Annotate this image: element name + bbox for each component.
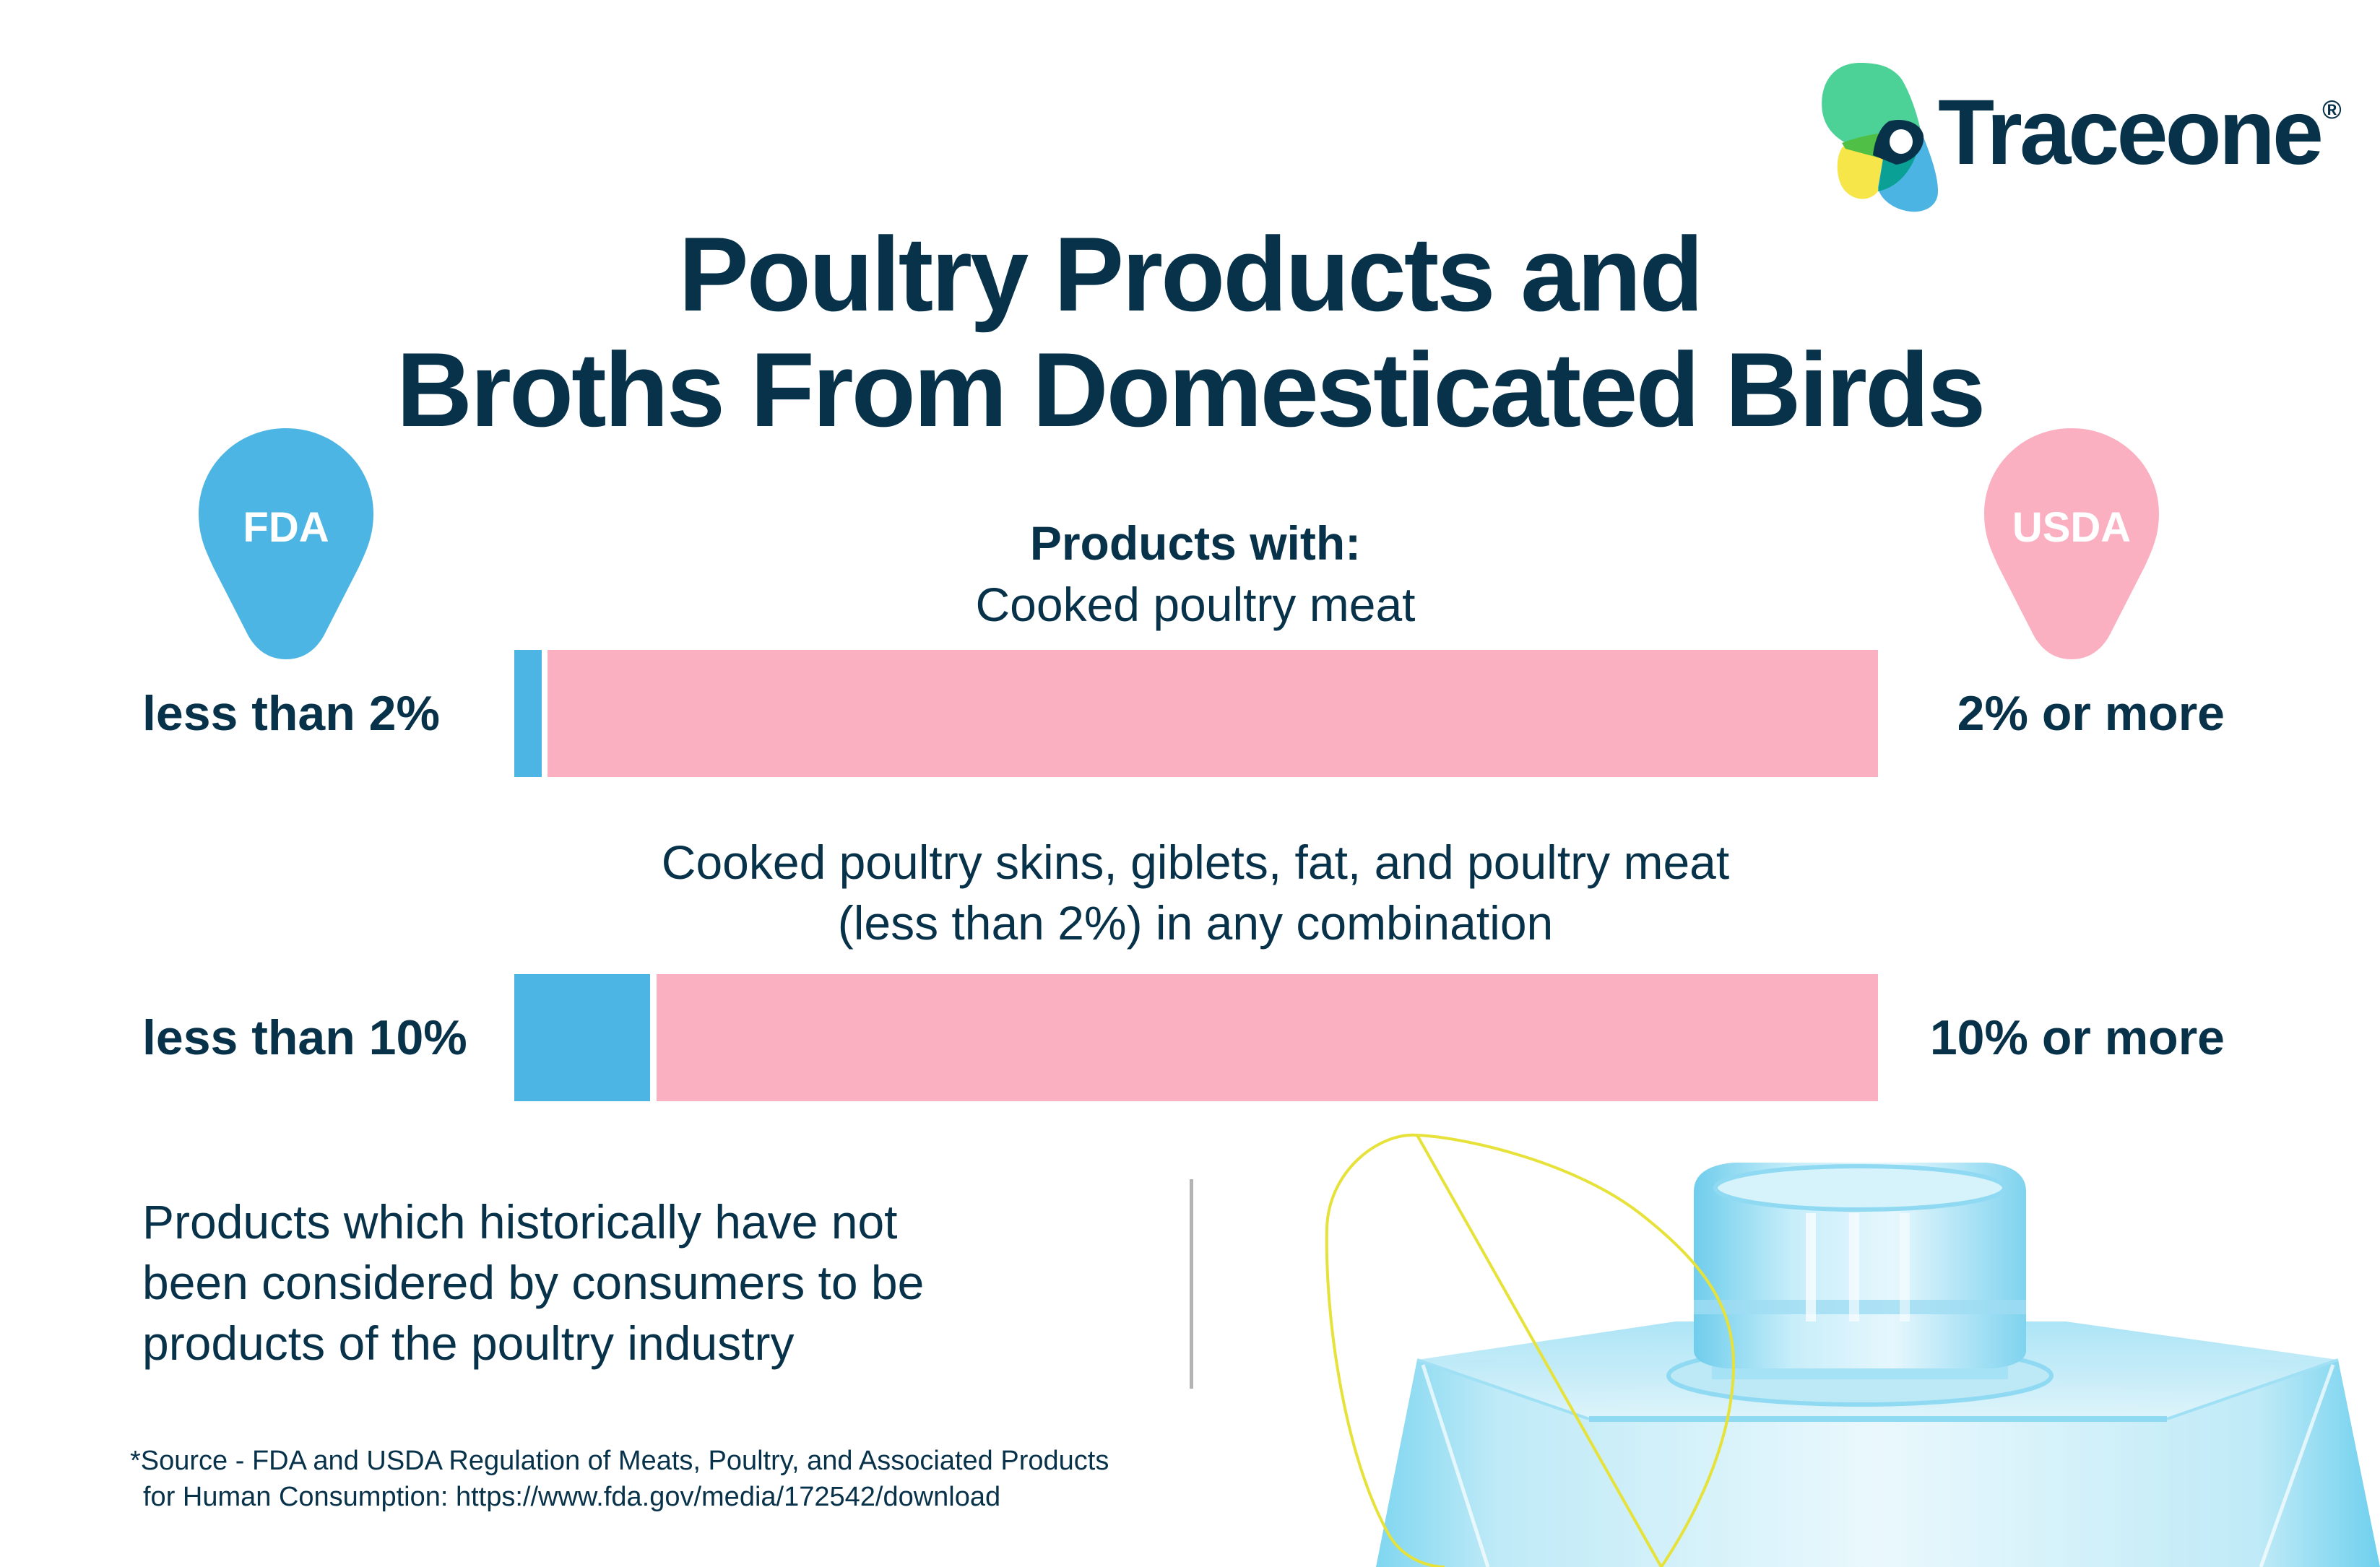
section-2-fda-segment [514,974,650,1101]
traceone-logo-mark-icon [1822,63,1938,212]
registered-mark: ® [2322,95,2342,124]
section-2-heading: Cooked poultry skins, giblets, fat, and … [473,832,1918,953]
section-1-usda-segment [548,650,1878,777]
source-line-1: *Source - FDA and USDA Regulation of Mea… [130,1446,1109,1476]
section-1-fda-segment [514,650,542,777]
source-line-2[interactable]: for Human Consumption: https://www.fda.g… [143,1482,1001,1512]
note-line-1: Products which historically have not [142,1195,898,1249]
title-line-2: Broths From Domesticated Birds [396,331,1986,448]
source-citation: *Source - FDA and USDA Regulation of Mea… [130,1443,1286,1515]
usda-label: USDA [2012,504,2132,551]
section-2-heading-line-2: (less than 2%) in any combination [837,896,1554,950]
section-1-stacked-bar [514,650,1878,777]
traceone-logo: Traceone® [1817,58,2342,217]
section-2-heading-line-1: Cooked poultry skins, giblets, fat, and … [661,835,1730,889]
note-line-2: been considered by consumers to be [142,1256,925,1309]
fda-label: FDA [243,504,329,551]
page-title: Poultry Products and Broths From Domesti… [0,217,2380,448]
section-2-usda-segment [657,974,1878,1101]
section-1-usda-threshold: 2% or more [1957,686,2225,741]
footnote-description: Products which historically have not bee… [142,1191,1081,1373]
map-pin-icon [1984,428,2159,659]
note-line-3: products of the poultry industry [142,1316,795,1370]
usda-legend-pin: USDA [1984,428,2159,659]
section-1-subheading: Cooked poultry meat [975,578,1416,631]
bottle-illustration-icon [1325,1133,2380,1567]
vertical-divider [1190,1179,1193,1389]
brand-name: Traceone [1938,81,2324,184]
title-line-1: Poultry Products and [678,215,1703,333]
traceone-wordmark: Traceone® [1938,87,2342,179]
section-2-usda-threshold: 10% or more [1929,1010,2225,1065]
section-1-fda-threshold: less than 2% [142,686,440,741]
section-2-stacked-bar [514,974,1878,1101]
map-pin-icon [199,428,373,659]
section-2-fda-threshold: less than 10% [142,1010,467,1065]
section-1-heading: Products with: [1029,516,1362,570]
fda-legend-pin: FDA [199,428,373,659]
